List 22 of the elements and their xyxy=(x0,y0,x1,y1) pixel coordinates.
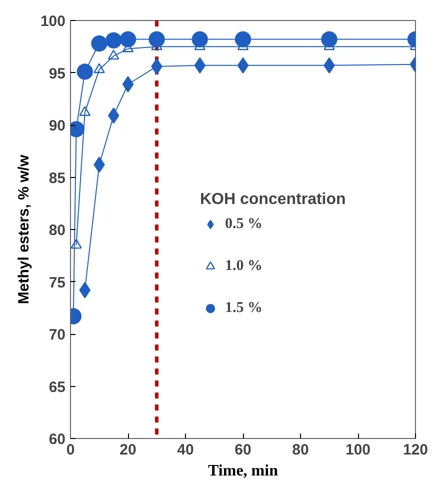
y-tick-label: 90 xyxy=(48,118,66,134)
y-tick-label: 60 xyxy=(48,431,66,448)
y-tick-label: 65 xyxy=(48,378,66,396)
y-tick-label: 80 xyxy=(48,222,66,239)
y-tick-label: 75 xyxy=(48,274,66,292)
y-tick-label: 70 xyxy=(48,326,66,344)
x-tick-label: 20 xyxy=(120,442,136,458)
legend-label: 1.5 % xyxy=(225,300,262,316)
x-axis-title: Time, min xyxy=(208,462,278,480)
y-tick-label: 85 xyxy=(48,170,66,187)
legend-label: 1.0 % xyxy=(225,258,262,274)
legend-title: KOH concentration xyxy=(200,191,346,209)
x-tick-label: 100 xyxy=(345,442,371,458)
x-tick-label: 0 xyxy=(66,442,75,458)
legend-label: 0.5 % xyxy=(225,216,262,232)
y-axis-title: Methyl esters, % w/w xyxy=(15,154,32,304)
y-tick-label: 95 xyxy=(48,65,66,82)
x-tick-label: 40 xyxy=(177,442,194,458)
x-tick-label: 60 xyxy=(234,442,252,458)
x-tick-label: 80 xyxy=(292,442,309,458)
y-tick-label: 100 xyxy=(40,13,66,30)
x-tick-label: 120 xyxy=(402,442,428,458)
